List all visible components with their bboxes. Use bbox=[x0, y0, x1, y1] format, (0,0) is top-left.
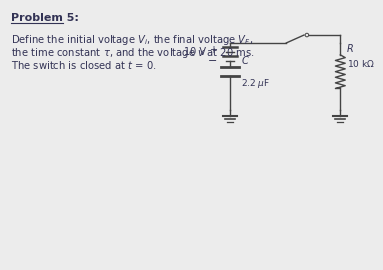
Text: R: R bbox=[347, 44, 354, 54]
Text: 10 k$\Omega$: 10 k$\Omega$ bbox=[347, 58, 375, 69]
Text: +: + bbox=[209, 45, 217, 55]
Text: The switch is closed at $t$ = 0.: The switch is closed at $t$ = 0. bbox=[11, 59, 157, 71]
Text: 10 V: 10 V bbox=[184, 47, 206, 57]
Text: Define the initial voltage $V_i$, the final voltage $V_F$,: Define the initial voltage $V_i$, the fi… bbox=[11, 33, 254, 47]
Text: the time constant $\tau$, and the voltage $v$ at 20 ms.: the time constant $\tau$, and the voltag… bbox=[11, 46, 255, 60]
Text: 2.2 $\mu$F: 2.2 $\mu$F bbox=[241, 77, 270, 90]
Text: −: − bbox=[208, 56, 217, 66]
Text: Problem 5:: Problem 5: bbox=[11, 13, 79, 23]
Text: C: C bbox=[241, 56, 248, 66]
